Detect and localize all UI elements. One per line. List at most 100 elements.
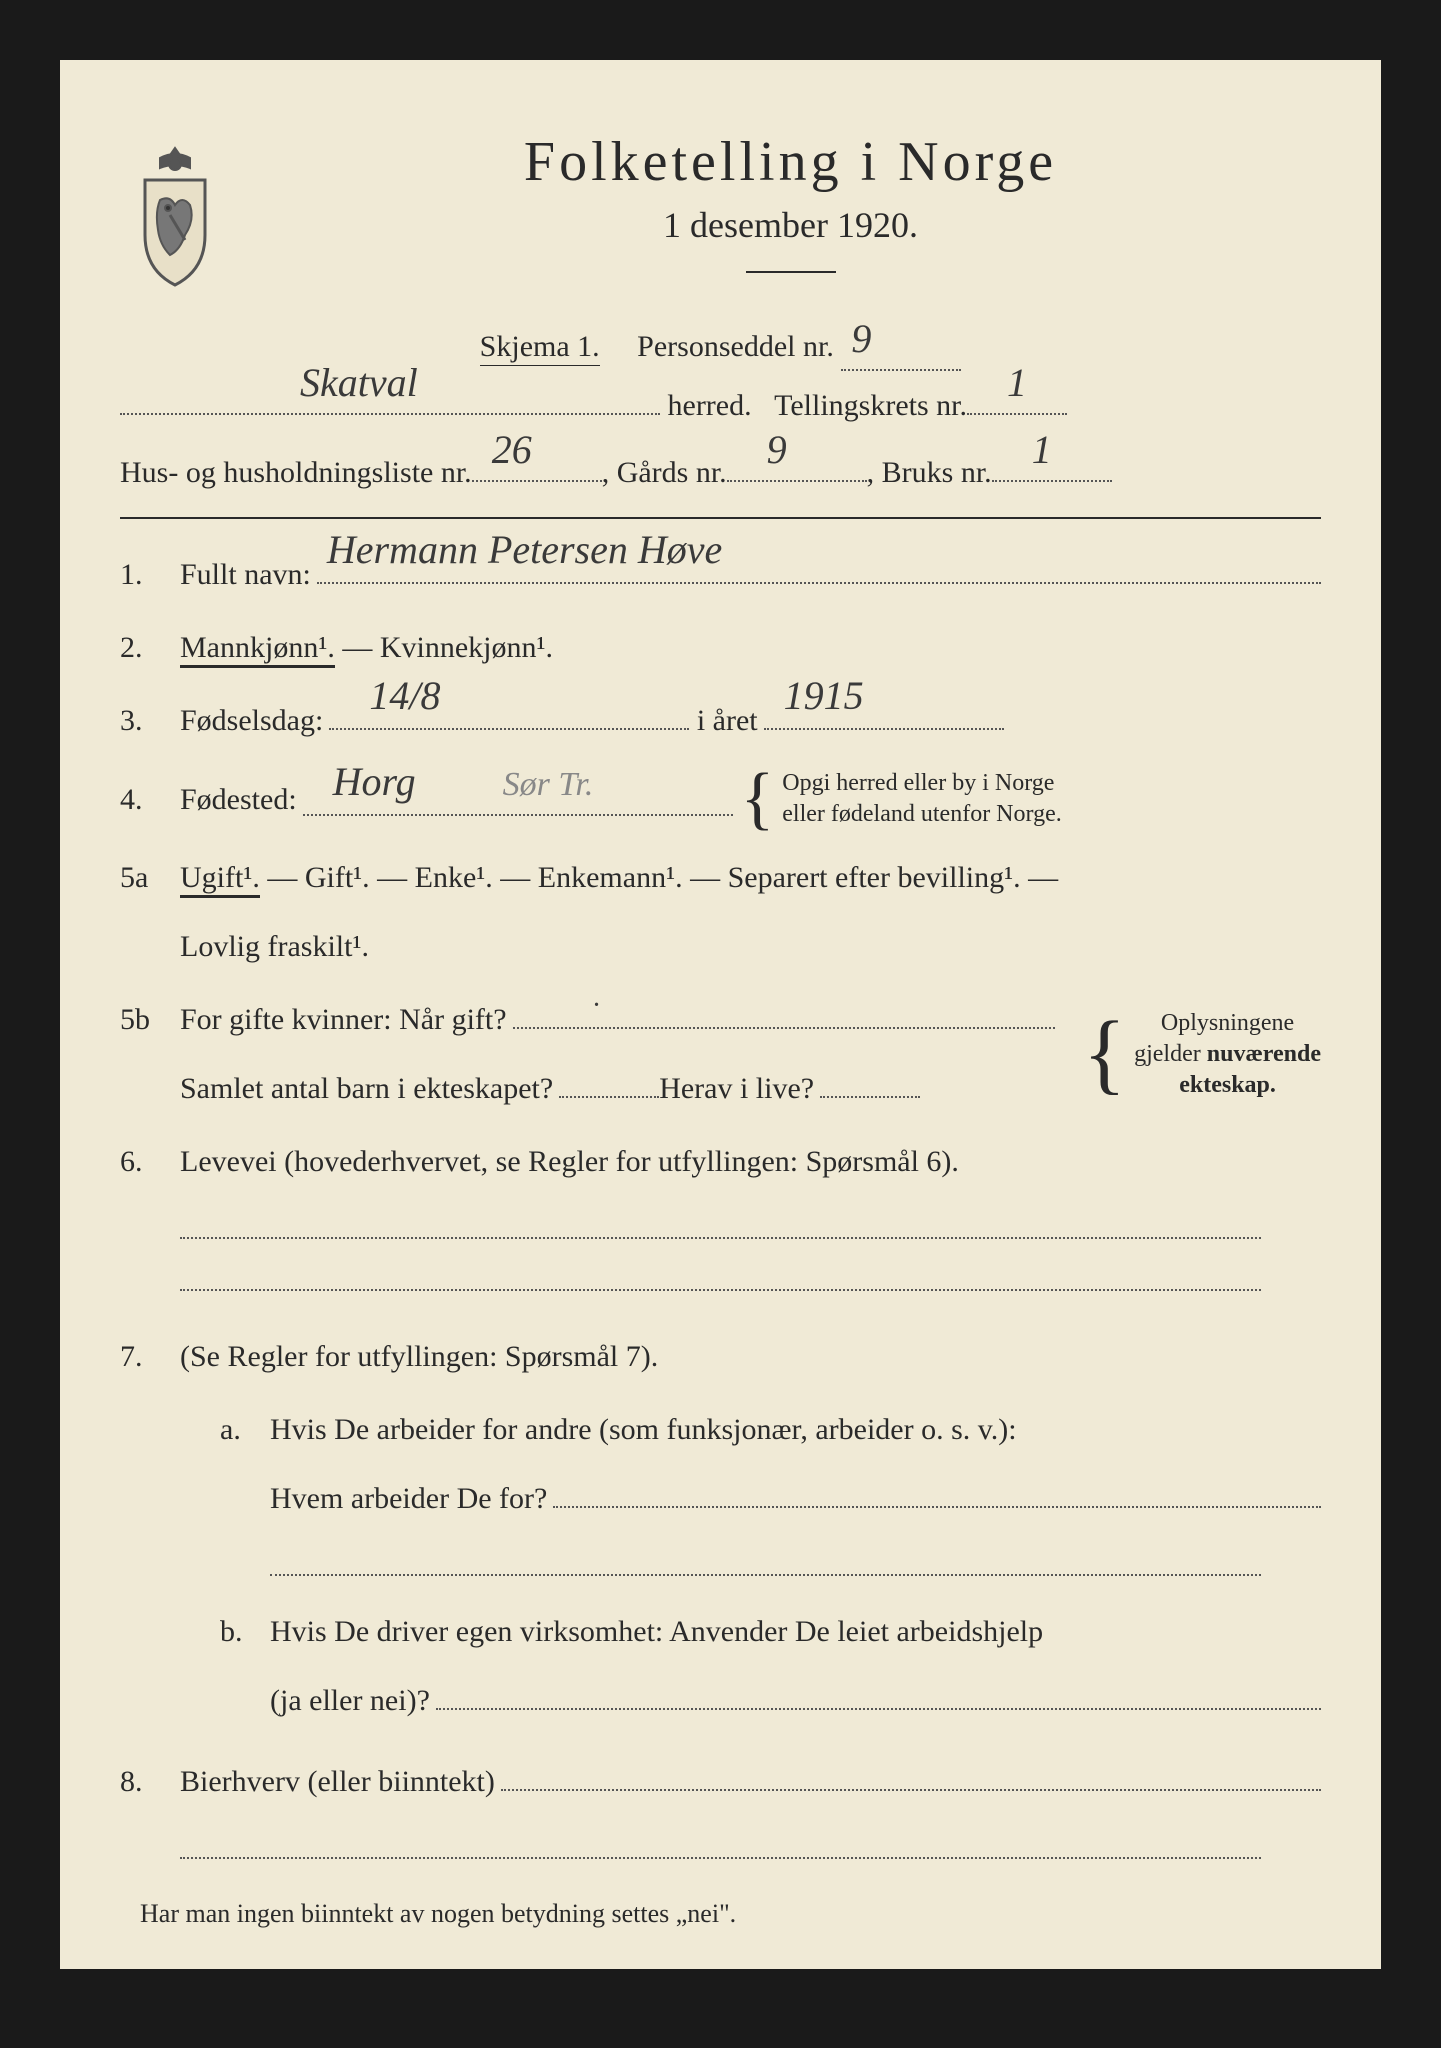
herred-line: Skatval herred. Tellingskrets nr. 1 <box>120 381 1321 430</box>
q4-num: 4. <box>120 774 180 825</box>
subtitle: 1 desember 1920. <box>260 204 1321 246</box>
brace-icon: { <box>1083 1018 1126 1090</box>
q5b-line2b: Herav i live? <box>659 1063 814 1114</box>
q6-answer-line-1 <box>180 1235 1261 1239</box>
q8-field <box>501 1757 1321 1791</box>
q5b-note-block: { Oplysningene gjelder nuværende ekteska… <box>1075 1008 1321 1102</box>
q7a-answer-line <box>270 1572 1261 1576</box>
q7b-num: b. <box>220 1606 270 1657</box>
herred-value: Skatval <box>300 351 418 415</box>
q2-kvinne: Kvinnekjønn¹. <box>380 631 553 664</box>
q3-year-value: 1915 <box>784 662 864 730</box>
gards-label: , Gårds nr. <box>602 449 727 497</box>
q3-year-label: i året <box>697 695 758 746</box>
q3-year-field: 1915 <box>764 696 1004 730</box>
q5a-num: 5a <box>120 852 180 903</box>
q7b-line2: (ja eller nei)? <box>270 1675 430 1726</box>
q1: 1. Fullt navn: Hermann Petersen Høve <box>120 549 1321 600</box>
q4-field: Horg Sør Tr. <box>303 782 733 816</box>
q8: 8. Bierhverv (eller biinntekt) <box>120 1756 1321 1807</box>
q5b: 5b For gifte kvinner: Når gift? · Samlet… <box>120 994 1321 1114</box>
q6: 6. Levevei (hovederhvervet, se Regler fo… <box>120 1136 1321 1187</box>
q5a-selected: Ugift¹. <box>180 861 260 898</box>
bruks-field: 1 <box>992 448 1112 482</box>
q5b-note-1: Oplysningene <box>1161 1010 1294 1036</box>
q5b-barn-field <box>559 1064 659 1098</box>
q1-label: Fullt navn: <box>180 549 311 600</box>
tellingskrets-label: Tellingskrets nr. <box>774 382 967 430</box>
q7: 7. (Se Regler for utfyllingen: Spørsmål … <box>120 1331 1321 1382</box>
q5b-line2a: Samlet antal barn i ekteskapet? <box>180 1063 553 1114</box>
title-block: Folketelling i Norge 1 desember 1920. <box>260 130 1321 303</box>
title-divider <box>746 271 836 273</box>
personseddel-field: 9 <box>841 337 961 371</box>
q6-num: 6. <box>120 1136 180 1187</box>
q4-value: Horg <box>333 748 416 816</box>
q7a: a. Hvis De arbeider for andre (som funks… <box>220 1404 1321 1524</box>
q4: 4. Fødested: Horg Sør Tr. { Opgi herred … <box>120 768 1321 830</box>
q3: 3. Fødselsdag: 14/8 i året 1915 <box>120 695 1321 746</box>
q5b-note-3: ekteskap. <box>1179 1072 1276 1098</box>
q4-note-2: eller fødeland utenfor Norge. <box>782 801 1061 827</box>
bruks-value: 1 <box>1032 418 1052 482</box>
q7-num: 7. <box>120 1331 180 1382</box>
q8-answer-line <box>180 1855 1261 1859</box>
header: Folketelling i Norge 1 desember 1920. <box>120 130 1321 303</box>
q1-field: Hermann Petersen Høve <box>317 550 1321 584</box>
footer-note: Har man ingen biinntekt av nogen betydni… <box>140 1899 1321 1929</box>
q5b-gift-field: · <box>513 995 1055 1029</box>
q2-mann: Mannkjønn¹. <box>180 631 335 668</box>
main-title: Folketelling i Norge <box>260 130 1321 194</box>
q6-text: Levevei (hovederhvervet, se Regler for u… <box>180 1136 1321 1187</box>
q7b-line1: Hvis De driver egen virksomhet: Anvender… <box>270 1606 1043 1657</box>
skjema-label: Skjema 1. <box>480 330 600 366</box>
q2-sep: — <box>342 631 380 664</box>
q3-label: Fødselsdag: <box>180 695 323 746</box>
herred-field: Skatval <box>120 381 660 415</box>
coat-of-arms-icon <box>120 140 230 290</box>
q2-num: 2. <box>120 622 180 673</box>
q7b-field <box>436 1676 1321 1710</box>
tellingskrets-field: 1 <box>967 381 1067 415</box>
husliste-line: Hus- og husholdningsliste nr. 26 , Gårds… <box>120 448 1321 497</box>
q3-day-value: 14/8 <box>369 662 440 730</box>
q1-num: 1. <box>120 549 180 600</box>
q6-answer-line-2 <box>180 1287 1261 1291</box>
q3-day-field: 14/8 <box>329 696 689 730</box>
q7b: b. Hvis De driver egen virksomhet: Anven… <box>220 1606 1321 1726</box>
q5b-dash: · <box>593 982 600 1030</box>
q4-value-light: Sør Tr. <box>503 756 594 814</box>
gards-field: 9 <box>727 448 867 482</box>
q4-note-1: Opgi herred eller by i Norge <box>782 770 1054 796</box>
q7-intro: (Se Regler for utfyllingen: Spørsmål 7). <box>180 1331 1321 1382</box>
personseddel-value: 9 <box>851 307 871 371</box>
personseddel-label: Personseddel nr. <box>637 330 834 363</box>
gards-value: 9 <box>767 418 787 482</box>
q4-note: Opgi herred eller by i Norge eller fødel… <box>782 768 1061 830</box>
q2: 2. Mannkjønn¹. — Kvinnekjønn¹. <box>120 622 1321 673</box>
q4-label: Fødested: <box>180 774 297 825</box>
husliste-label: Hus- og husholdningsliste nr. <box>120 449 472 497</box>
q7a-field <box>553 1474 1321 1508</box>
husliste-value: 26 <box>492 418 532 482</box>
q8-num: 8. <box>120 1756 180 1807</box>
q7a-num: a. <box>220 1404 270 1455</box>
q5a-options: Ugift¹. — Gift¹. — Enke¹. — Enkemann¹. —… <box>180 861 1058 898</box>
herred-label: herred. <box>668 382 752 430</box>
tellingskrets-value: 1 <box>1007 351 1027 415</box>
husliste-field: 26 <box>472 448 602 482</box>
q1-value: Hermann Petersen Høve <box>327 516 722 584</box>
q7a-line1: Hvis De arbeider for andre (som funksjon… <box>270 1404 1017 1455</box>
q5a: 5a Ugift¹. — Gift¹. — Enke¹. — Enkemann¹… <box>120 852 1321 972</box>
q5a-options2: Lovlig fraskilt¹. <box>180 921 1321 972</box>
census-form-page: Folketelling i Norge 1 desember 1920. Sk… <box>60 60 1381 1969</box>
q5b-note-2: gjelder nuværende <box>1134 1041 1321 1067</box>
q3-num: 3. <box>120 695 180 746</box>
bruks-label: , Bruks nr. <box>867 449 992 497</box>
q5b-live-field <box>820 1064 920 1098</box>
brace-icon: { <box>741 771 775 827</box>
q8-label: Bierhverv (eller biinntekt) <box>180 1756 495 1807</box>
q5b-line1a: For gifte kvinner: Når gift? <box>180 994 507 1045</box>
q7a-line2: Hvem arbeider De for? <box>270 1473 547 1524</box>
q5b-num: 5b <box>120 994 180 1045</box>
